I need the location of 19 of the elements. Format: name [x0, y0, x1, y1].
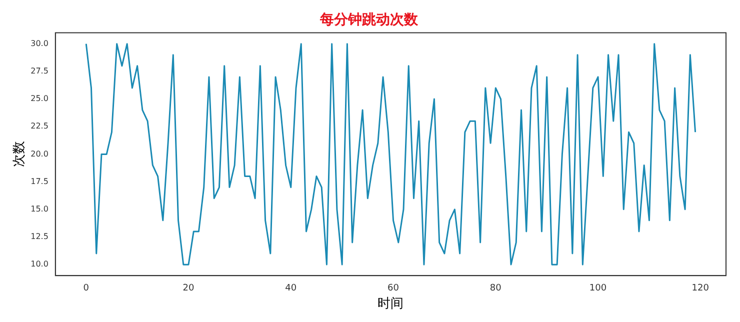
x-tick-label: 80 — [490, 283, 502, 294]
x-axis-title: 时间 — [378, 296, 404, 312]
y-tick-label: 25.0 — [30, 94, 48, 104]
x-tick-label: 120 — [692, 283, 710, 294]
y-tick-label: 20.0 — [30, 149, 48, 158]
x-tick-label: 20 — [182, 283, 195, 294]
y-tick-label: 17.5 — [30, 176, 48, 186]
y-tick-label: 15.0 — [30, 204, 48, 214]
y-tick-label: 30.0 — [30, 38, 48, 48]
y-axis-title: 次数 — [12, 141, 28, 168]
chart-title: 每分钟跳动次数 — [319, 12, 419, 28]
x-tick-label: 60 — [388, 283, 400, 294]
y-tick-label: 27.5 — [30, 66, 48, 76]
x-tick-label: 0 — [83, 283, 90, 294]
x-tick-label: 40 — [285, 283, 297, 294]
y-tick-label: 12.5 — [30, 232, 48, 242]
y-tick-label: 10.0 — [30, 260, 48, 269]
y-tick-label: 22.5 — [30, 122, 48, 131]
x-tick-label: 100 — [589, 283, 607, 294]
